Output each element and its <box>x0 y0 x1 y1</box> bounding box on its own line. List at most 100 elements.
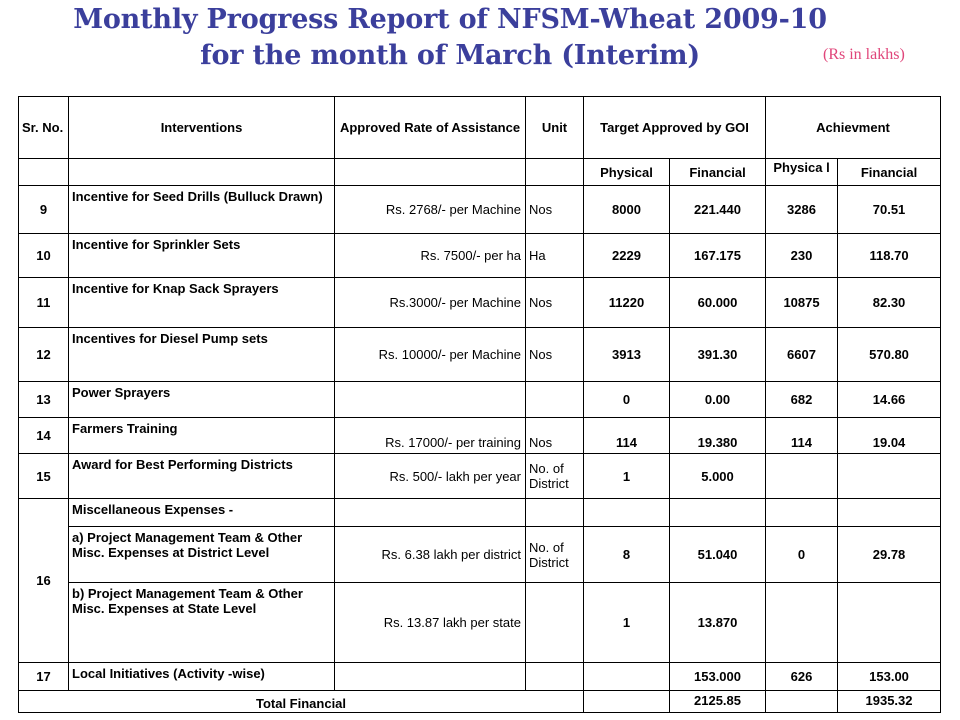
cell-target-financial: 0.00 <box>668 381 767 418</box>
header-interventions: Interventions <box>68 96 335 159</box>
cell-target-financial: 153.000 <box>668 662 767 691</box>
cell-target-financial <box>668 498 767 527</box>
cell-intervention: Incentives for Diesel Pump sets <box>68 327 335 382</box>
cell-target-physical: 11220 <box>583 277 670 328</box>
subheader-target-financial: Financial <box>668 158 767 186</box>
cell-intervention: Award for Best Performing Districts <box>68 453 335 499</box>
cell-sr: 12 <box>18 327 69 382</box>
cell-ach-physical: 6607 <box>765 327 839 382</box>
cell-ach-physical: 3286 <box>765 185 839 234</box>
title-line-2: for the month of March (Interim) <box>200 40 700 71</box>
cell-unit: Nos <box>525 185 584 234</box>
cell-unit <box>525 662 584 691</box>
subheader-empty <box>525 158 584 186</box>
cell-ach-physical: 114 <box>765 417 839 454</box>
cell-ach-physical: 682 <box>765 381 839 418</box>
cell-sr: 13 <box>18 381 69 418</box>
cell-unit <box>525 498 584 527</box>
total-row: Total Financial 2125.85 1935.32 <box>18 690 942 713</box>
header-unit: Unit <box>525 96 584 159</box>
total-empty <box>765 690 839 713</box>
cell-intervention: Incentive for Sprinkler Sets <box>68 233 335 278</box>
cell-ach-physical: 626 <box>765 662 839 691</box>
cell-ach-physical: 230 <box>765 233 839 278</box>
cell-intervention: Incentive for Seed Drills (Bulluck Drawn… <box>68 185 335 234</box>
cell-sr: 16 <box>18 498 69 663</box>
cell-unit: No. of District <box>525 453 584 499</box>
subheader-target-physical: Physical <box>583 158 670 186</box>
cell-sr: 15 <box>18 453 69 499</box>
table-row: 13 Power Sprayers 0 0.00 682 14.66 <box>18 381 942 418</box>
total-label: Total Financial <box>18 690 584 713</box>
cell-ach-financial: 118.70 <box>837 233 942 278</box>
units-note: (Rs in lakhs) <box>823 46 905 63</box>
table-row: 14 Farmers Training Rs. 17000/- per trai… <box>18 417 942 454</box>
subheader-ach-physical-text: Physica l <box>773 161 830 175</box>
cell-intervention: Miscellaneous Expenses - <box>68 498 335 527</box>
report-title: Monthly Progress Report of NFSM-Wheat 20… <box>0 2 960 74</box>
cell-target-physical: 1 <box>583 582 670 663</box>
cell-rate <box>334 662 526 691</box>
header-achievement: Achievment <box>765 96 942 159</box>
cell-sr: 9 <box>18 185 69 234</box>
cell-sr: 14 <box>18 417 69 454</box>
cell-sr: 11 <box>18 277 69 328</box>
table-row: 9 Incentive for Seed Drills (Bulluck Dra… <box>18 185 942 234</box>
cell-intervention: Farmers Training <box>68 417 335 454</box>
cell-ach-financial <box>837 453 942 499</box>
cell-target-financial: 391.30 <box>668 327 767 382</box>
cell-intervention: b) Project Management Team & Other Misc.… <box>68 582 335 663</box>
total-ach-financial: 1935.32 <box>837 690 942 713</box>
header-row: Sr. No. Interventions Approved Rate of A… <box>18 96 942 159</box>
cell-target-financial: 13.870 <box>668 582 767 663</box>
cell-ach-financial: 14.66 <box>837 381 942 418</box>
cell-ach-physical: 0 <box>765 526 839 583</box>
cell-intervention: Incentive for Knap Sack Sprayers <box>68 277 335 328</box>
cell-sr: 10 <box>18 233 69 278</box>
cell-intervention: Power Sprayers <box>68 381 335 418</box>
cell-target-physical: 0 <box>583 381 670 418</box>
title-line-1: Monthly Progress Report of NFSM-Wheat 20… <box>73 4 827 35</box>
table-row: 10 Incentive for Sprinkler Sets Rs. 7500… <box>18 233 942 278</box>
cell-intervention: Local Initiatives (Activity -wise) <box>68 662 335 691</box>
cell-target-physical: 114 <box>583 417 670 454</box>
cell-ach-financial <box>837 498 942 527</box>
cell-intervention: a) Project Management Team & Other Misc.… <box>68 526 335 583</box>
table-row: 11 Incentive for Knap Sack Sprayers Rs.3… <box>18 277 942 328</box>
cell-ach-financial: 70.51 <box>837 185 942 234</box>
cell-rate: Rs. 13.87 lakh per state <box>334 582 526 663</box>
cell-ach-financial: 82.30 <box>837 277 942 328</box>
subheader-empty <box>334 158 526 186</box>
cell-target-financial: 5.000 <box>668 453 767 499</box>
cell-target-financial: 60.000 <box>668 277 767 328</box>
cell-target-physical: 8000 <box>583 185 670 234</box>
table-row: 12 Incentives for Diesel Pump sets Rs. 1… <box>18 327 942 382</box>
cell-rate: Rs. 17000/- per training <box>334 417 526 454</box>
cell-unit: Nos <box>525 417 584 454</box>
cell-ach-physical <box>765 453 839 499</box>
cell-ach-financial: 19.04 <box>837 417 942 454</box>
subheader-empty <box>18 158 69 186</box>
cell-rate: Rs. 2768/- per Machine <box>334 185 526 234</box>
cell-ach-physical <box>765 582 839 663</box>
cell-target-financial: 167.175 <box>668 233 767 278</box>
cell-ach-financial <box>837 582 942 663</box>
cell-rate <box>334 381 526 418</box>
header-sr-no: Sr. No. <box>18 96 69 159</box>
cell-unit <box>525 582 584 663</box>
subheader-ach-physical: Physica l <box>765 158 839 186</box>
cell-unit: Nos <box>525 277 584 328</box>
cell-rate: Rs. 500/- lakh per year <box>334 453 526 499</box>
table-row: 16 Miscellaneous Expenses - <box>18 498 942 663</box>
header-target: Target Approved by GOI <box>582 96 767 159</box>
cell-ach-financial: 29.78 <box>837 526 942 583</box>
table-row: a) Project Management Team & Other Misc.… <box>19 526 942 583</box>
cell-rate <box>334 498 526 527</box>
subheader-row: Physical Financial Physica l Financial <box>18 158 942 186</box>
cell-rate: Rs.3000/- per Machine <box>334 277 526 328</box>
total-empty <box>583 690 670 713</box>
cell-unit <box>525 381 584 418</box>
cell-rate: Rs. 10000/- per Machine <box>334 327 526 382</box>
cell-unit: Nos <box>525 327 584 382</box>
cell-ach-physical: 10875 <box>765 277 839 328</box>
